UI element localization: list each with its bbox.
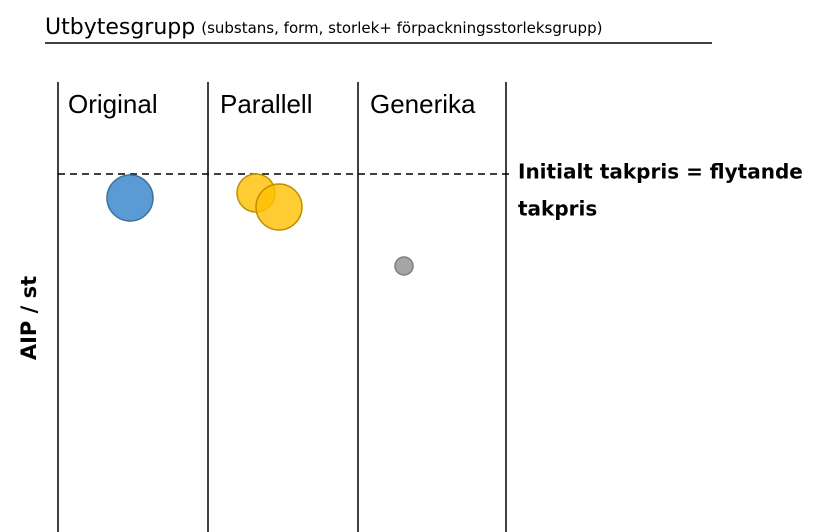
annotation: Initialt takpris = flytande (518, 160, 803, 184)
column-label: Parallell (220, 89, 313, 119)
original-circle (106, 174, 154, 222)
generic-circle (394, 256, 414, 276)
title: Utbytesgrupp (substans, form, storlek+ fö… (45, 15, 602, 40)
column-label: Generika (370, 89, 476, 119)
column-label: Original (68, 89, 158, 119)
annotation: takpris (518, 197, 597, 221)
title-sub: (substans, form, storlek+ förpackningsst… (201, 19, 602, 37)
y-label: AIP / st (17, 276, 41, 360)
title-main: Utbytesgrupp (45, 15, 195, 40)
parallel-circle (255, 183, 303, 231)
